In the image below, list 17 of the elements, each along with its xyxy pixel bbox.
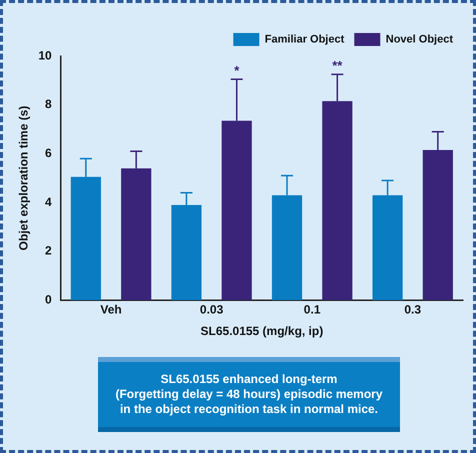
y-tick-label: 8 [45, 97, 52, 112]
x-tick-label: 0.1 [304, 302, 321, 317]
y-tick-label: 4 [45, 194, 52, 209]
x-tick-label: 0.3 [404, 302, 422, 317]
legend-label: Novel Object [386, 34, 454, 46]
y-tick-label: 6 [45, 146, 52, 160]
y-tick-label: 10 [38, 48, 52, 62]
annotation: ** [332, 58, 344, 73]
x-axis-title: SL65.0155 (mg/kg, ip) [200, 324, 324, 338]
legend-label: Familiar Object [264, 34, 345, 46]
x-tick-label: Veh [100, 302, 122, 317]
y-axis-title: Objet exploration time (s) [16, 106, 31, 250]
y-tick-label: 2 [45, 244, 52, 258]
x-tick-label: 0.03 [200, 302, 224, 317]
text: SL65.0155 enhanced long-term (Forgetting delay = 48 hours) episodic memory in the object recognition task in normal mice. [98, 357, 400, 432]
annotation: * [234, 62, 240, 78]
y-tick-label: 0 [45, 292, 52, 307]
